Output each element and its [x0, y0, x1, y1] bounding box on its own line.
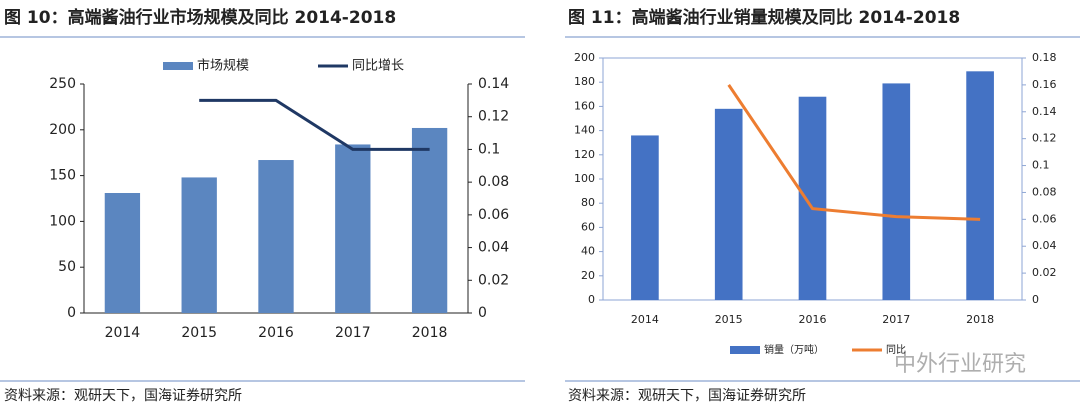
x-tick-label: 2016	[258, 325, 294, 341]
chart-title: 图 10：高端酱油行业市场规模及同比 2014-2018	[4, 7, 396, 28]
y-tick-label: 40	[581, 245, 595, 258]
legend-swatch	[163, 62, 193, 70]
y2-tick-label: 0.1	[1032, 159, 1050, 172]
y-tick-label: 150	[49, 168, 76, 184]
y2-tick-label: 0.04	[478, 240, 509, 256]
y-tick-label: 20	[581, 269, 595, 282]
y-tick-label: 100	[49, 213, 76, 229]
y2-tick-label: 0.06	[478, 207, 509, 223]
legend-label: 销量（万吨）	[764, 343, 824, 356]
y-tick-label: 60	[581, 220, 595, 233]
y2-tick-label: 0.06	[1032, 212, 1057, 225]
y-tick-label: 120	[574, 148, 595, 161]
bar	[882, 83, 911, 300]
y2-tick-label: 0.08	[1032, 185, 1057, 198]
x-tick-label: 2015	[715, 313, 743, 326]
y-tick-label: 0	[67, 305, 76, 321]
line	[199, 98, 430, 151]
bar	[181, 177, 217, 313]
y2-tick-label: 0.04	[1032, 239, 1057, 252]
y2-tick-label: 0.02	[1032, 266, 1057, 279]
y-tick-label: 250	[49, 76, 76, 92]
line	[727, 84, 981, 221]
y-tick-label: 50	[58, 259, 76, 275]
y2-tick-label: 0.02	[478, 272, 509, 288]
bar	[714, 108, 743, 300]
y2-tick-label: 0.14	[478, 76, 509, 92]
y-tick-label: 80	[581, 196, 595, 209]
y-tick-label: 140	[574, 124, 595, 137]
bar	[258, 160, 294, 313]
y-tick-label: 0	[588, 293, 595, 306]
x-tick-label: 2014	[105, 325, 141, 341]
y-tick-label: 100	[574, 172, 595, 185]
bar	[335, 144, 371, 313]
x-tick-label: 2016	[799, 313, 827, 326]
chart-title: 图 11：高端酱油行业销量规模及同比 2014-2018	[568, 7, 960, 28]
legend-label: 同比增长	[352, 59, 404, 74]
legend-label: 同比	[886, 344, 906, 356]
y2-tick-label: 0.1	[478, 141, 500, 157]
y2-tick-label: 0.12	[478, 109, 509, 125]
x-tick-label: 2017	[882, 313, 910, 326]
bar	[798, 96, 827, 300]
y2-tick-label: 0.14	[1032, 105, 1057, 118]
legend-label: 市场规模	[197, 58, 249, 74]
bar	[104, 193, 141, 313]
y2-tick-label: 0.16	[1032, 78, 1057, 91]
x-tick-label: 2018	[412, 325, 448, 341]
y2-tick-label: 0.18	[1032, 51, 1057, 64]
y2-tick-label: 0.12	[1032, 132, 1057, 145]
y2-tick-label: 0	[1032, 293, 1039, 306]
x-tick-label: 2018	[966, 313, 994, 326]
y-tick-label: 180	[574, 75, 595, 88]
x-tick-label: 2015	[181, 325, 217, 341]
y-tick-label: 200	[574, 51, 595, 64]
y2-tick-label: 0.08	[478, 174, 509, 190]
source-note: 资料来源：观研天下，国海证券研究所	[568, 388, 806, 404]
legend-swatch	[730, 346, 760, 354]
bar	[411, 127, 448, 313]
bar	[631, 135, 659, 300]
source-note: 资料来源：观研天下，国海证券研究所	[4, 388, 242, 404]
y-tick-label: 160	[574, 99, 595, 112]
x-tick-label: 2014	[631, 313, 659, 326]
y-tick-label: 200	[49, 122, 76, 138]
x-tick-label: 2017	[335, 325, 371, 341]
bar	[966, 71, 994, 300]
y2-tick-label: 0	[478, 305, 487, 321]
watermark: 中外行业研究	[894, 352, 1026, 377]
